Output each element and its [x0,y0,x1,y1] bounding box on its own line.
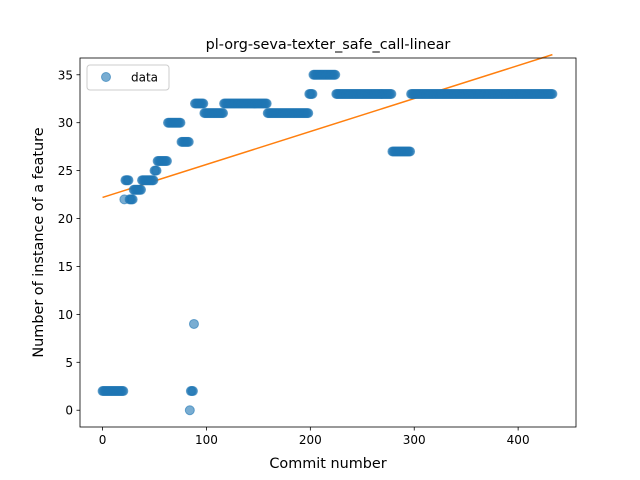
y-tick-label: 15 [58,260,73,274]
data-point [183,136,194,147]
legend-box [86,64,170,91]
x-axis-ticks: 0 100 200 300 400 [99,427,530,447]
x-tick-label: 400 [507,433,530,447]
chart-title: pl-org-seva-texter_safe_call-linear [206,37,451,53]
data-point [161,156,172,167]
data-point [386,88,397,99]
data-point [307,88,318,99]
data-point [148,175,159,186]
legend: data [86,64,170,91]
data-point [547,88,558,99]
legend-label-data: data [131,71,158,85]
x-tick-label: 300 [403,433,426,447]
y-tick-label: 25 [58,164,73,178]
x-axis-label: Commit number [269,456,386,472]
data-point [187,386,198,397]
y-tick-label: 35 [58,68,73,82]
x-tick-label: 200 [299,433,322,447]
data-point [198,98,209,109]
y-tick-label: 20 [58,212,73,226]
data-points-layer [97,69,558,416]
data-point [218,108,229,119]
data-point [175,117,186,128]
data-point [151,165,162,176]
fit-line [102,53,553,199]
data-point [330,69,341,80]
y-tick-label: 0 [65,404,73,418]
x-tick-label: 100 [195,433,218,447]
data-point [118,386,129,397]
y-axis-ticks: 0 5 10 15 20 25 30 35 [58,68,80,418]
y-tick-label: 5 [65,356,73,370]
plot-area [79,53,577,428]
data-point [123,175,134,186]
data-point [188,318,199,329]
fit-line-layer [102,53,553,199]
data-point [127,194,138,205]
y-axis-label: Number of instance of a feature [31,127,47,357]
axes-frame [79,57,577,428]
y-tick-label: 30 [58,116,73,130]
data-point [184,405,195,416]
legend-marker [101,72,111,82]
axes-background [80,58,576,427]
data-point [135,184,146,195]
data-point [261,98,272,109]
y-tick-label: 10 [58,308,73,322]
x-tick-label: 0 [99,433,107,447]
data-point [405,146,416,157]
data-point [303,108,314,119]
